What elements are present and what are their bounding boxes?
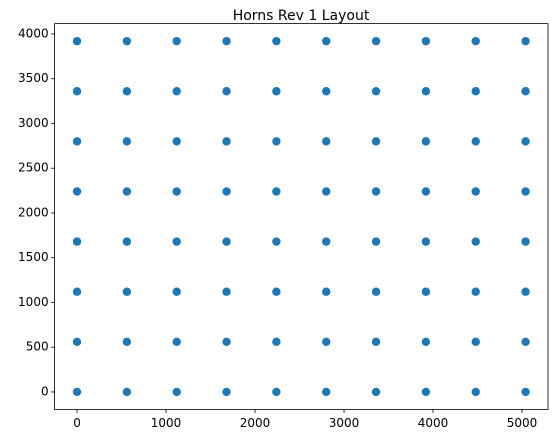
point [172, 337, 181, 347]
point [421, 387, 431, 397]
point [272, 337, 281, 347]
point [322, 387, 331, 397]
x-tick-label: 4000 [418, 416, 449, 430]
point [322, 137, 331, 146]
point [471, 387, 480, 397]
point [272, 387, 281, 397]
point [521, 337, 530, 347]
point [172, 87, 181, 96]
point [371, 237, 381, 246]
point [172, 137, 181, 146]
point [421, 237, 431, 246]
point [272, 237, 281, 246]
point [371, 87, 381, 96]
point [371, 337, 381, 347]
x-tick-label: 5000 [507, 416, 538, 430]
point [421, 137, 431, 146]
point [322, 287, 331, 296]
point [222, 387, 231, 397]
point [371, 287, 381, 296]
point [172, 187, 181, 196]
point [222, 337, 231, 347]
point [222, 36, 231, 46]
point [122, 337, 132, 347]
chart-title: Horns Rev 1 Layout [233, 8, 370, 24]
point [222, 237, 231, 246]
point [222, 287, 231, 296]
y-tick-label: 3500 [18, 71, 49, 85]
plot-frame [54, 23, 549, 410]
point [371, 187, 381, 196]
point [72, 187, 82, 196]
y-tick-label: 1500 [18, 250, 49, 264]
y-tick-label: 500 [26, 340, 49, 354]
point [521, 187, 530, 196]
point [72, 137, 82, 146]
point [172, 36, 181, 46]
point [122, 87, 132, 96]
point [122, 187, 132, 196]
point [322, 36, 331, 46]
point [471, 287, 480, 296]
point [421, 337, 431, 347]
point [521, 36, 530, 46]
point [222, 137, 231, 146]
y-tick-label: 1000 [18, 295, 49, 309]
point [471, 137, 480, 146]
point [72, 387, 82, 397]
x-tick-label: 3000 [329, 416, 360, 430]
point [521, 137, 530, 146]
point [72, 237, 82, 246]
x-tick-label: 0 [73, 416, 81, 430]
point [122, 287, 132, 296]
point [322, 337, 331, 347]
x-tick-label: 1000 [151, 416, 182, 430]
point [122, 237, 132, 246]
point [421, 187, 431, 196]
point [421, 36, 431, 46]
point [521, 87, 530, 96]
point [521, 237, 530, 246]
x-tick-label: 2000 [240, 416, 271, 430]
point [371, 137, 381, 146]
point [72, 287, 82, 296]
point [322, 237, 331, 246]
point [421, 287, 431, 296]
y-tick-label: 0 [41, 384, 49, 398]
point [521, 287, 530, 296]
point [222, 187, 231, 196]
y-tick-label: 3000 [18, 116, 49, 130]
point [521, 387, 530, 397]
point [371, 387, 381, 397]
point [471, 87, 480, 96]
point [322, 87, 331, 96]
point [72, 87, 82, 96]
point [272, 137, 281, 146]
point [471, 337, 480, 347]
point [272, 287, 281, 296]
y-tick-label: 4000 [18, 26, 49, 40]
y-tick-label: 2000 [18, 205, 49, 219]
point [272, 187, 281, 196]
y-tick-label: 2500 [18, 161, 49, 175]
point [122, 387, 132, 397]
point [72, 337, 82, 347]
point [421, 87, 431, 96]
point [172, 387, 181, 397]
point [471, 187, 480, 196]
point [272, 36, 281, 46]
point [222, 87, 231, 96]
point [471, 237, 480, 246]
point [322, 187, 331, 196]
point [122, 36, 132, 46]
point [172, 287, 181, 296]
point [72, 36, 82, 46]
point [371, 36, 381, 46]
point [471, 36, 480, 46]
point [122, 137, 132, 146]
point [272, 87, 281, 96]
point [172, 237, 181, 246]
